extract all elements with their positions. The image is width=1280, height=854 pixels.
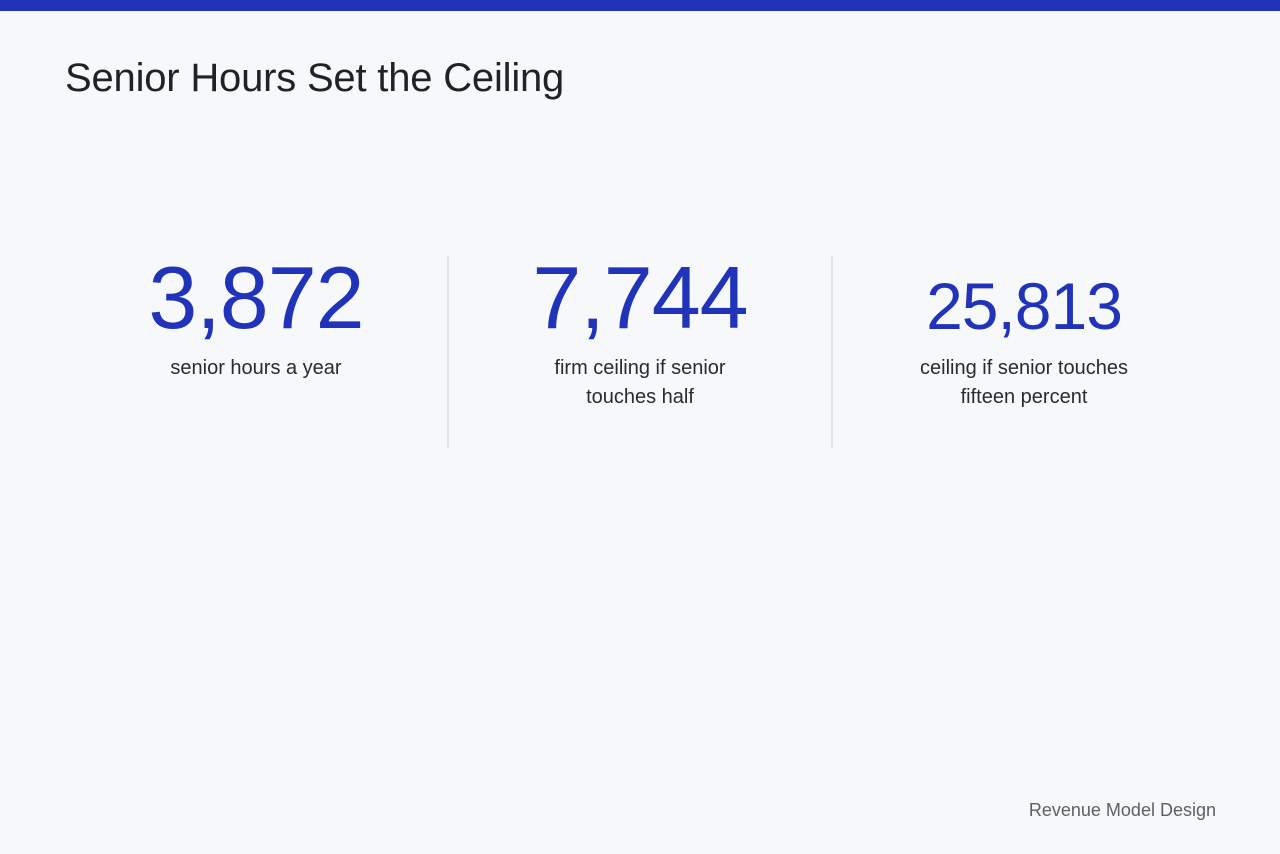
stat-value: 25,813 [926,269,1123,343]
stat-ceiling-fifteen-percent: 25,813 ceiling if senior touches fifteen… [833,256,1215,448]
stat-value: 3,872 [148,248,364,347]
stat-label: firm ceiling if senior touches half [554,357,726,408]
stats-row: 3,872 senior hours a year 7,744 firm cei… [65,248,1215,448]
stat-senior-hours: 3,872 senior hours a year [65,248,447,448]
stat-label: senior hours a year [170,357,342,379]
stat-divider [831,256,833,448]
stat-value: 7,744 [532,248,748,347]
stat-firm-ceiling-half: 7,744 firm ceiling if senior touches hal… [449,248,831,448]
accent-top-bar [0,0,1280,11]
footer-source: Revenue Model Design [1028,800,1216,820]
stat-label: ceiling if senior touches fifteen percen… [920,357,1128,408]
stat-divider [447,256,449,448]
page-title: Senior Hours Set the Ceiling [65,56,565,100]
